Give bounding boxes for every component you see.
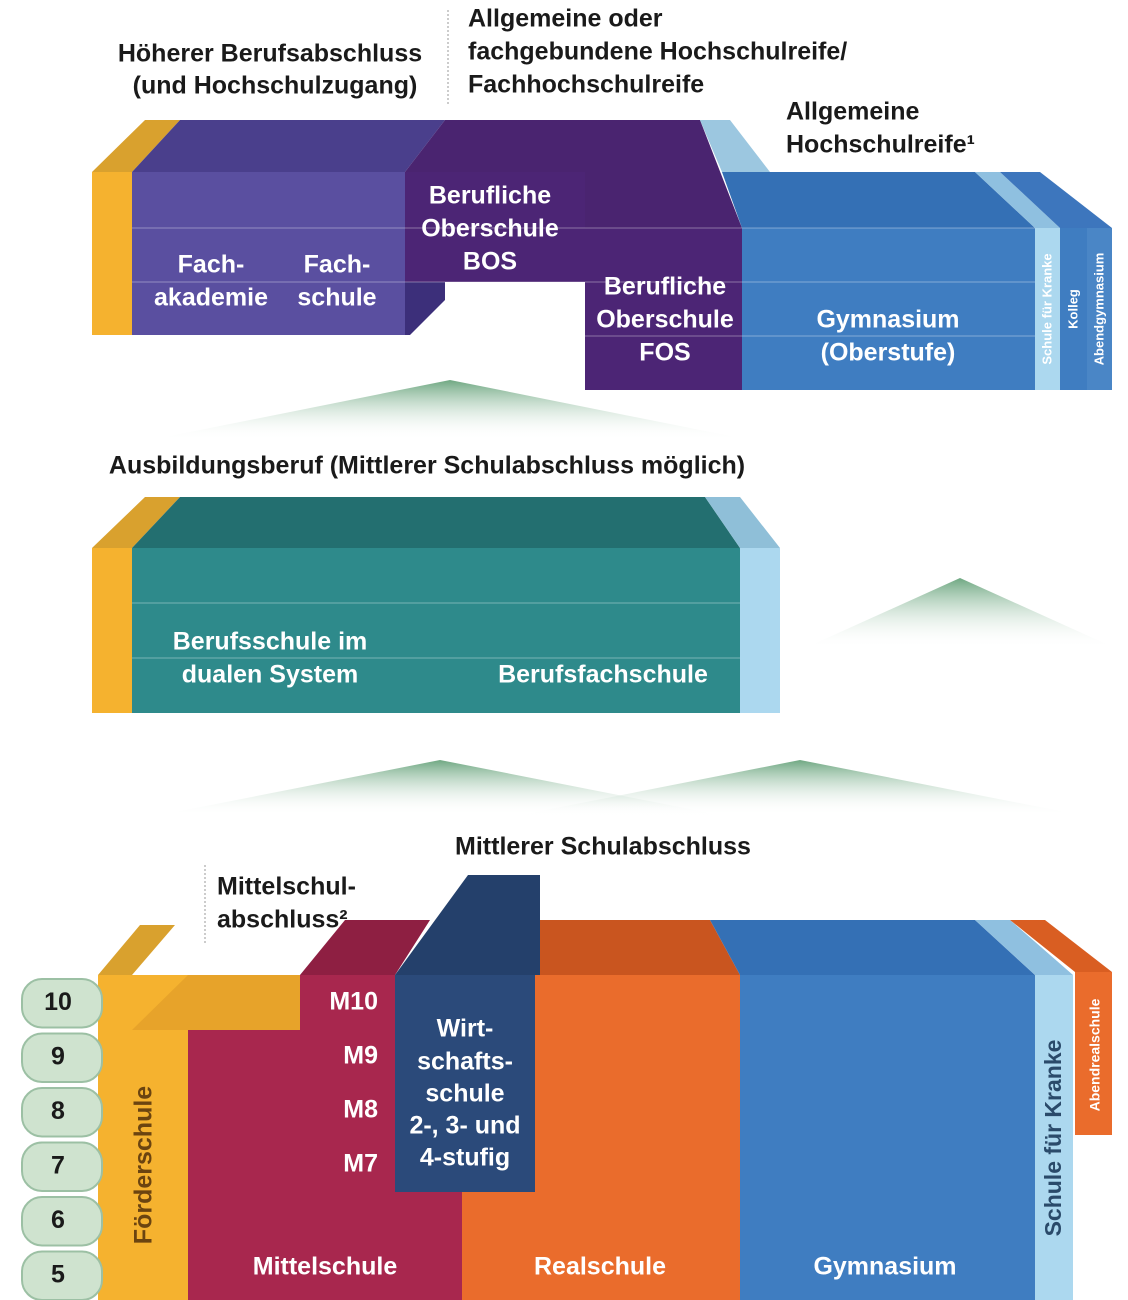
school-system-diagram: Höherer Berufsabschluss (und Hochschulzu… — [0, 0, 1128, 1300]
middle-block: Ausbildungsberuf (Mittlerer Schulabschlu… — [92, 452, 780, 713]
label: Oberschule — [421, 215, 559, 243]
label: 4-stufig — [420, 1144, 510, 1172]
label: Fach- — [178, 251, 245, 279]
label: Abendgymnasium — [1091, 253, 1106, 366]
orange-strip — [92, 172, 132, 335]
heading: Ausbildungsberuf (Mittlerer Schulabschlu… — [109, 452, 745, 480]
label: schafts- — [417, 1048, 513, 1076]
label: Mittelschule — [253, 1253, 398, 1281]
label: Berufsschule im — [173, 628, 368, 656]
label: M8 — [343, 1096, 378, 1124]
label: Schule für Kranke — [1039, 253, 1054, 364]
label: Abendrealschule — [1087, 998, 1103, 1111]
heading: Fachhochschulreife — [468, 71, 704, 99]
heading: Hochschulreife¹ — [786, 131, 975, 159]
label: Fach- — [304, 251, 371, 279]
heading: (und Hochschulzugang) — [133, 72, 418, 100]
grade-label: 9 — [51, 1042, 65, 1070]
label: (Oberstufe) — [821, 339, 956, 367]
heading: Höherer Berufsabschluss — [118, 40, 422, 68]
heading: Allgemeine — [786, 98, 919, 126]
label: M9 — [343, 1042, 378, 1070]
face — [98, 925, 175, 975]
mound — [805, 578, 1115, 648]
grade-label: 8 — [51, 1097, 65, 1125]
label: BOS — [463, 248, 517, 276]
face — [535, 920, 740, 975]
upper-block: Höherer Berufsabschluss (und Hochschulzu… — [92, 5, 1112, 390]
gymnasium-block — [740, 975, 1035, 1300]
label: akademie — [154, 284, 268, 312]
orange-strip — [92, 548, 132, 713]
label: Wirt- — [437, 1015, 494, 1043]
label: Berufliche — [429, 182, 551, 210]
label: Berufliche — [604, 273, 726, 301]
label: Berufsfachschule — [498, 661, 708, 689]
face — [132, 497, 740, 548]
face — [405, 282, 445, 335]
label: M7 — [343, 1150, 378, 1178]
label: schule — [425, 1080, 504, 1108]
label: schule — [297, 284, 376, 312]
label: Gymnasium — [813, 1253, 956, 1281]
label: Kolleg — [1065, 289, 1080, 329]
grade-column: 10 9 8 7 6 5 — [22, 979, 102, 1300]
label: Schule für Kranke — [1040, 1040, 1066, 1237]
light-strip — [740, 548, 780, 713]
label: Realschule — [534, 1253, 666, 1281]
face — [132, 120, 445, 172]
heading: abschluss² — [217, 906, 348, 934]
heading: fachgebundene Hochschulreife/ — [468, 38, 847, 66]
label: M10 — [329, 988, 378, 1016]
label: 2-, 3- und — [409, 1112, 520, 1140]
heading: Allgemeine oder — [468, 5, 663, 33]
label: FOS — [639, 339, 690, 367]
lower-block: Mittlerer Schulabschluss Mittelschul- ab… — [22, 833, 1112, 1300]
label: Oberschule — [596, 306, 734, 334]
heading: Mittlerer Schulabschluss — [455, 833, 751, 861]
heading: Mittelschul- — [217, 873, 356, 901]
grade-label: 10 — [44, 988, 72, 1016]
mound — [520, 760, 1080, 815]
label: Förderschule — [130, 1086, 158, 1244]
grade-label: 6 — [51, 1206, 65, 1234]
grade-label: 7 — [51, 1151, 65, 1179]
grade-label: 5 — [51, 1260, 65, 1288]
label: Gymnasium — [816, 306, 959, 334]
label: dualen System — [182, 661, 358, 689]
